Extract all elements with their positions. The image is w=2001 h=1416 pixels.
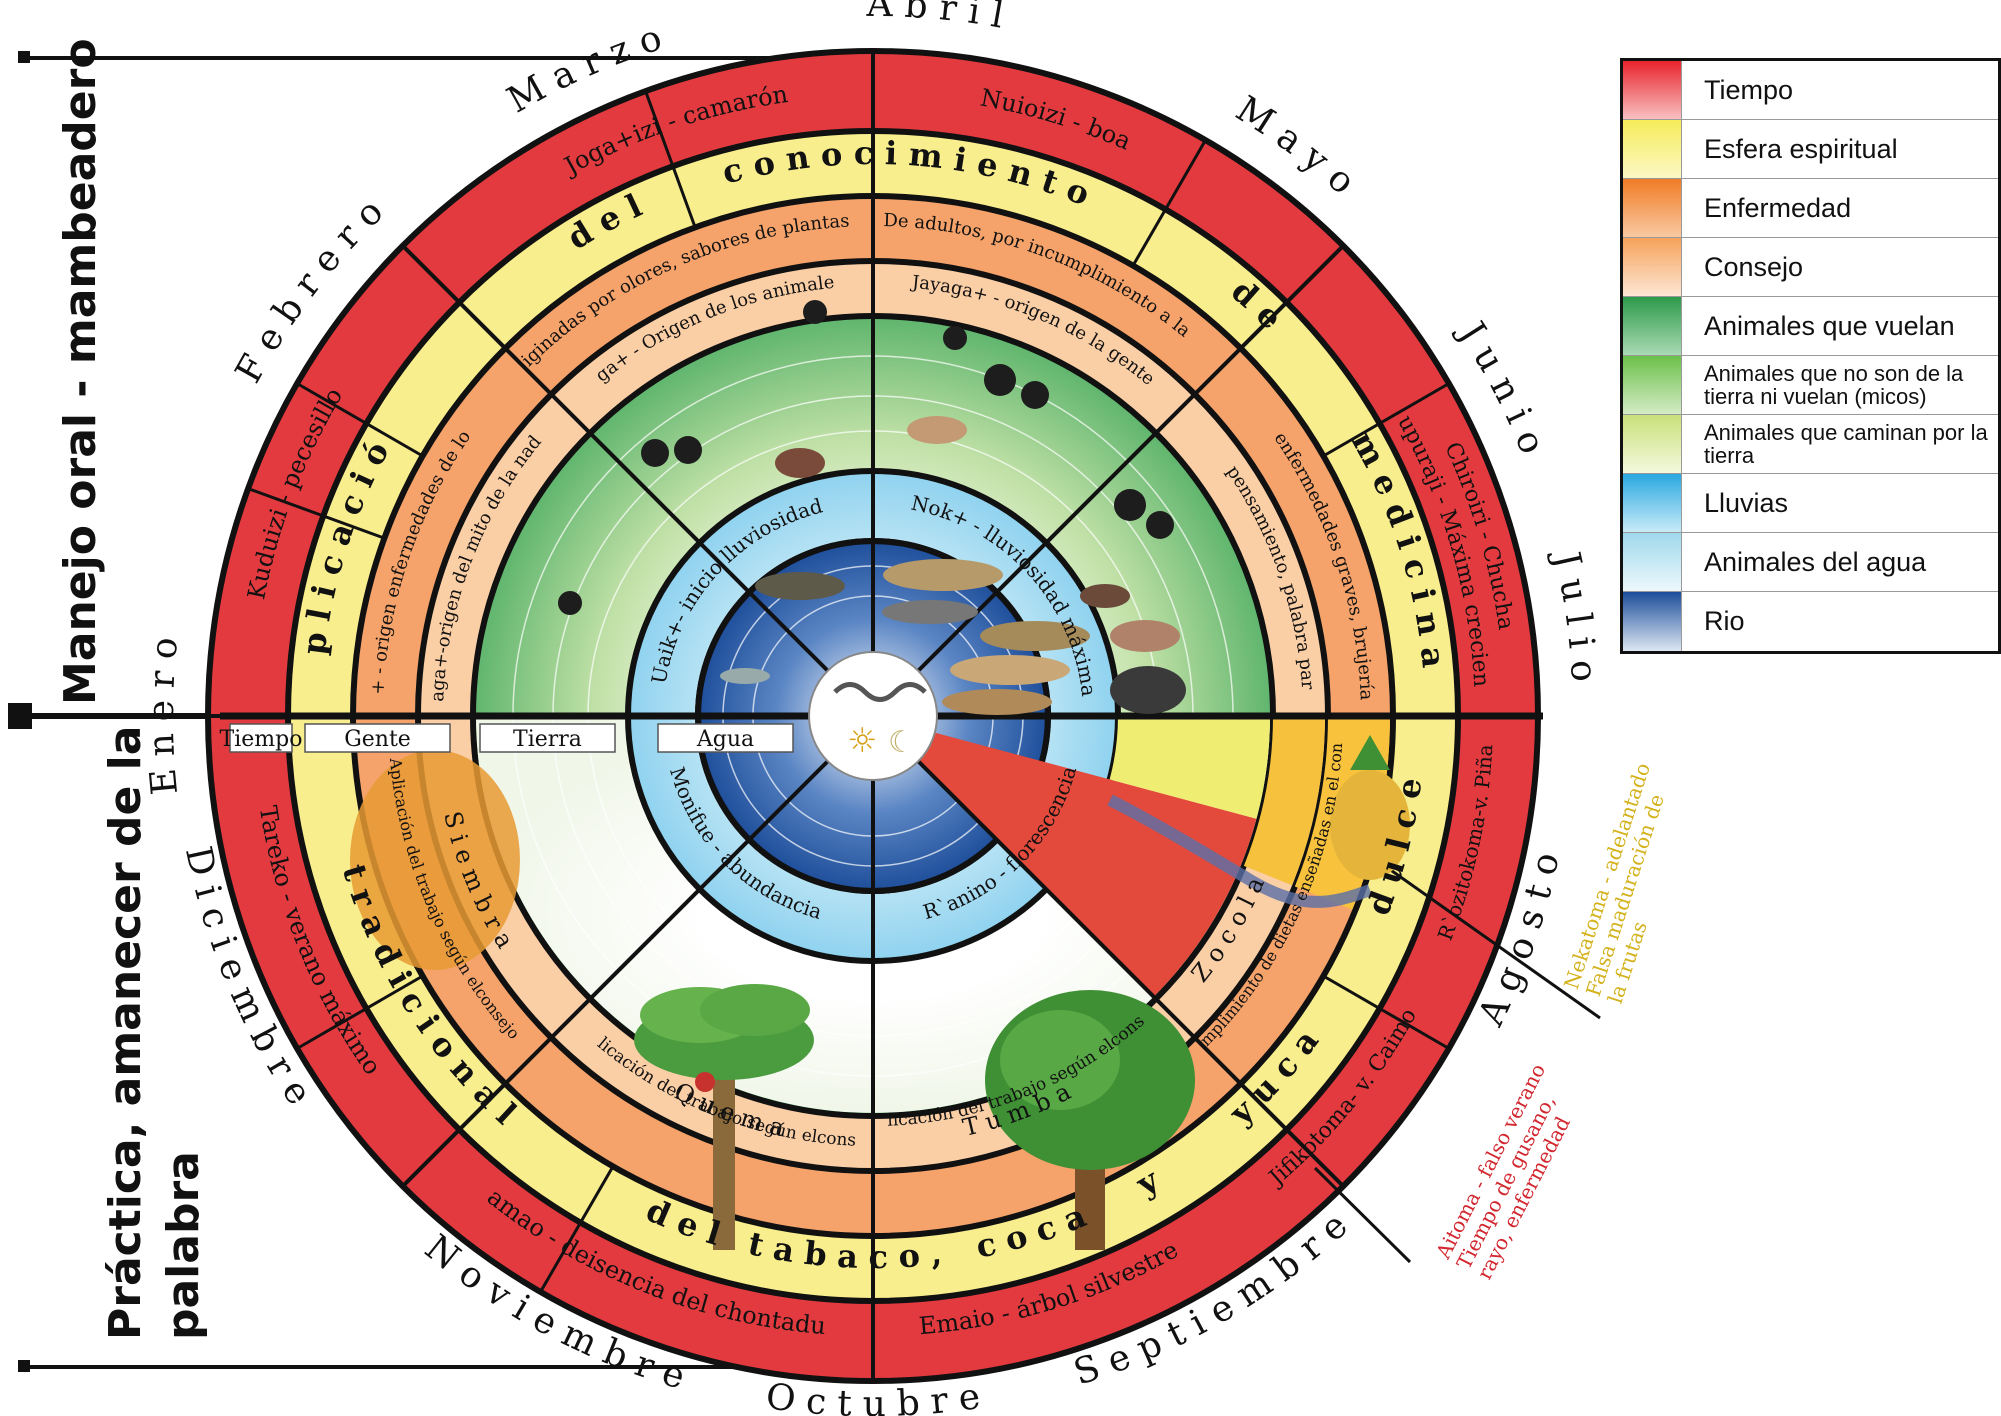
month-julio-text: J u l i o [1545,545,1604,683]
divider-30 [1322,974,1450,1050]
legend-swatch [1623,356,1682,414]
divider--60 [1131,139,1207,267]
bottom-bracket-line [24,1365,874,1369]
legend-label: Rio [1704,606,1745,637]
spoke-315 [916,244,1345,673]
spoke-225 [401,244,830,673]
snake-icon [1107,794,1373,908]
legend-row: Tiempo [1623,61,1998,120]
pineapple-icon [1330,735,1410,880]
spoke-135 [401,759,830,1188]
agosto-callout [1384,864,1601,1020]
legend-swatch [1623,238,1682,296]
top-bracket-cap [18,51,30,63]
legend-label: Animales que no son de la tierra ni vuel… [1704,360,1964,409]
legend-swatch [1623,61,1682,119]
middle-bracket-line [10,713,220,719]
zocola-wedge-red [918,732,1257,997]
legend-label: Animales del agua [1704,546,1927,577]
zocola-wedge-yellow [1109,716,1270,819]
divider-150 [296,974,424,1050]
legend: Tiempo Esfera espiritual Enfermedad Consejo… [1620,58,2001,654]
legend-label: Animales que caminan por la tierra [1704,419,1988,468]
legend-row: Animales que caminan por la tierra [1623,415,1998,474]
palm-tree-icon [634,984,814,1250]
tree-icon [985,990,1195,1250]
fish-icons [720,559,1090,715]
legend-row: Enfermedad [1623,179,1998,238]
divider-200 [247,487,385,540]
axis-box-tiempo [229,723,293,753]
axis-label-agua: Agua [696,727,754,752]
axis-box-gente [304,723,451,753]
legend-swatch [1623,415,1682,473]
month-enero: E n e r o [141,635,186,796]
divider-120 [539,1165,615,1293]
legend-row: Lluvias [1623,474,1998,533]
divider--150 [296,382,424,458]
month-abril-text: A b r i l [865,0,1006,37]
legend-swatch [1623,592,1682,651]
top-bracket-line [24,56,874,60]
moon-icon: ☾ [888,725,915,760]
legend-label: Animales que vuelan [1704,310,1955,341]
legend-label: Enfermedad [1704,192,1852,223]
legend-row: Animales que no son de la tierra ni vuel… [1623,356,1998,415]
spoke-45 [916,759,1345,1188]
legend-label: Tiempo [1704,74,1794,105]
legend-row: Rio [1623,592,1998,651]
sun-icon: ☼ [847,721,877,761]
legend-swatch [1623,533,1682,591]
center-snake-icon [833,682,927,702]
legend-row: Esfera espiritual [1623,120,1998,179]
month-enero-text: E n e r o [141,635,186,796]
legend-label: Esfera espiritual [1704,133,1898,164]
legend-row: Animales del agua [1623,533,1998,592]
legend-swatch [1623,474,1682,532]
monkey-icons [558,300,1174,615]
legend-label: Consejo [1704,251,1804,282]
legend-label: Lluvias [1704,487,1789,518]
decor-group: ☼ ☾ [350,300,1410,1250]
month-abril: A b r i l [865,0,1006,37]
axis-label-tierra: Tierra [513,727,582,752]
axis-box-tierra [479,723,616,753]
month-julio: J u l i o [1545,545,1604,683]
axis-box-agua [657,723,794,753]
axis-label-gente: Gente [344,727,411,752]
legend-row: Animales que vuelan [1623,297,1998,356]
divider--30 [1322,382,1450,458]
legend-swatch [1623,120,1682,178]
axis-label-tiempo: Tiempo [220,727,303,752]
legend-swatch [1623,297,1682,355]
legend-row: Consejo [1623,238,1998,297]
septiembre-callout [1313,1166,1412,1264]
divider--110 [644,90,697,228]
middle-bracket-cap [8,703,32,729]
animal-icons [775,416,1186,714]
chontaduro-icon [350,750,520,970]
zocola-council-gold [1243,716,1325,886]
bottom-bracket-cap [18,1360,30,1372]
legend-swatch [1623,179,1682,237]
